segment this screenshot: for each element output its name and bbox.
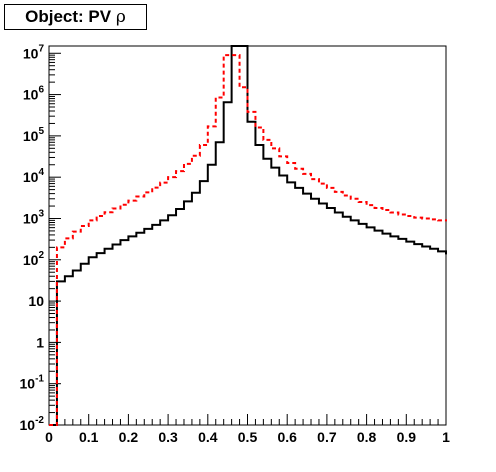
y-tick-exponent: 6 bbox=[38, 85, 44, 96]
x-tick-labels: 0 0.1 0.2 0.3 0.4 0.5 0.6 0.7 0.8 0.9 1 bbox=[45, 429, 450, 445]
y-tick-label: 104 bbox=[23, 167, 45, 185]
x-tick-label: 0.7 bbox=[317, 429, 337, 445]
y-tick-exponent: 5 bbox=[38, 126, 44, 137]
y-tick-base: 10 bbox=[23, 210, 39, 226]
y-tick-label: 10-1 bbox=[20, 374, 45, 392]
x-tick-label: 1 bbox=[442, 429, 450, 445]
x-tick-label: 0.9 bbox=[397, 429, 417, 445]
chart-title-symbol: ρ bbox=[115, 7, 126, 27]
y-tick-label: 10-2 bbox=[20, 415, 45, 433]
series-dashed-red-line bbox=[49, 54, 447, 426]
x-tick-label: 0.8 bbox=[357, 429, 377, 445]
y-tick-exponent: -2 bbox=[35, 415, 44, 426]
x-tick-label: 0.5 bbox=[238, 429, 258, 445]
chart-title-text: Object: PV bbox=[25, 7, 112, 26]
y-tick-exponent: 7 bbox=[38, 43, 44, 54]
x-tick-label: 0.2 bbox=[119, 429, 139, 445]
x-tick-label: 0.6 bbox=[277, 429, 297, 445]
y-tick-base: 10 bbox=[20, 376, 36, 392]
chart-title: Object: PV ρ bbox=[4, 4, 147, 30]
x-tick-label: 0.3 bbox=[158, 429, 178, 445]
y-tick-label: 103 bbox=[23, 208, 45, 226]
y-tick-label: 102 bbox=[23, 250, 45, 268]
y-tick-base: 10 bbox=[23, 128, 39, 144]
series-layer bbox=[49, 45, 447, 426]
series-solid-black-line bbox=[49, 45, 447, 426]
y-tick-base: 10 bbox=[23, 87, 39, 103]
y-tick-base: 10 bbox=[20, 417, 36, 433]
y-tick-exponent: 2 bbox=[38, 250, 44, 261]
y-tick-base: 10 bbox=[23, 45, 39, 61]
y-tick-base: 10 bbox=[28, 293, 44, 309]
x-tick-label: 0.4 bbox=[198, 429, 218, 445]
y-tick-exponent: -1 bbox=[35, 374, 44, 385]
y-tick-label: 105 bbox=[23, 126, 45, 144]
y-tick-label: 107 bbox=[23, 43, 45, 61]
y-tick-exponent: 3 bbox=[38, 208, 44, 219]
x-tick-label: 0 bbox=[45, 429, 53, 445]
y-tick-label: 10 bbox=[28, 293, 44, 309]
y-tick-label: 106 bbox=[23, 85, 45, 103]
y-tick-base: 10 bbox=[23, 252, 39, 268]
x-tick-label: 0.1 bbox=[79, 429, 99, 445]
y-tick-base: 10 bbox=[23, 169, 39, 185]
y-tick-label: 1 bbox=[36, 334, 44, 350]
y-tick-exponent: 4 bbox=[38, 167, 44, 178]
y-tick-base: 1 bbox=[36, 334, 44, 350]
